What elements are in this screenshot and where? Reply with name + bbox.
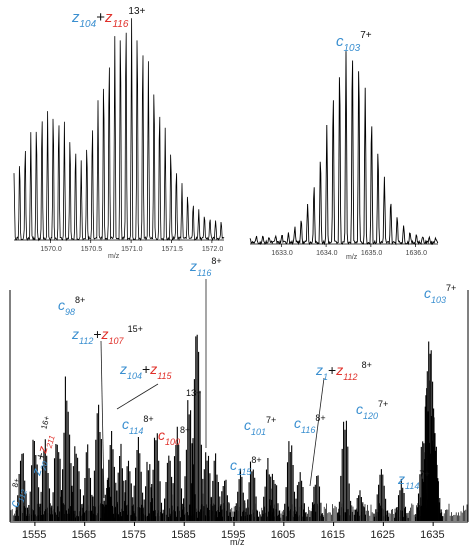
x-tick-label: 1565 xyxy=(72,529,96,541)
x-tick-label: 1555 xyxy=(22,529,46,541)
main-x-axis-label: m/z xyxy=(230,537,245,547)
label-z112-z107: z112+z10715+ xyxy=(71,324,143,346)
inset-tick-label: 1633.0 xyxy=(271,250,293,257)
x-tick-label: 1595 xyxy=(221,529,245,541)
label-c101: c1017+ xyxy=(244,415,276,437)
spectrum-peak xyxy=(37,439,53,521)
label-c100: c1008+ xyxy=(158,425,190,447)
label-c98: c988+ xyxy=(58,295,85,317)
spectrum-peak xyxy=(188,334,207,521)
label-z1-z112: z1+z1128+ xyxy=(315,360,372,382)
inset-tick-label: 1635.0 xyxy=(361,250,383,257)
leader-z112 xyxy=(100,340,105,499)
spectrum-peak xyxy=(292,472,308,521)
inset-tick-label: 1571.0 xyxy=(121,246,143,253)
label-z114: z1147+ xyxy=(397,469,430,491)
inset-right-xlabel: m/z xyxy=(346,254,358,261)
label-c116: c1168+ xyxy=(294,413,326,435)
inset-tick-label: 1636.0 xyxy=(406,250,428,257)
spectrum-peak xyxy=(282,441,298,521)
inset-right-trace xyxy=(249,51,439,246)
inset-tick-label: 1571.5 xyxy=(162,246,184,253)
main-x-ticks: 1555 1565 1575 1585 1595 1605 1615 1625 1635 xyxy=(22,522,445,541)
inset-tick-label: 1570.5 xyxy=(81,246,103,253)
inset-right: 1633.0 1634.0 1635.0 1636.0 m/z xyxy=(249,51,439,261)
spectrum-peak xyxy=(217,479,233,521)
label-z104-z115-charge: 13+ xyxy=(186,388,201,398)
label-c114: c1148+ xyxy=(122,414,154,436)
spectrum-peak xyxy=(309,475,325,521)
spectrum-peak xyxy=(337,420,353,521)
inset-right-ticks: 1633.0 1634.0 1635.0 1636.0 xyxy=(271,244,427,257)
inset-trace-line xyxy=(249,51,439,246)
label-inset-left: z104+z11613+ xyxy=(71,6,146,30)
spectrum-peak xyxy=(426,408,442,521)
inset-tick-label: 1634.0 xyxy=(316,250,338,257)
x-tick-label: 1585 xyxy=(171,529,195,541)
inset-tick-label: 1570.0 xyxy=(40,246,62,253)
label-z116: z1168+ xyxy=(189,256,222,278)
inset-tick-label: 1572.0 xyxy=(202,246,224,253)
x-tick-label: 1625 xyxy=(370,529,394,541)
x-tick-label: 1605 xyxy=(271,529,295,541)
spectrum-peak xyxy=(353,490,367,521)
spectrum-peak xyxy=(244,461,260,521)
label-c103: c1037+ xyxy=(424,283,456,305)
spectrum-peak xyxy=(180,400,199,521)
label-c115: c1158+ xyxy=(230,455,262,477)
spectrum-peak xyxy=(161,455,177,521)
spectrum-peak xyxy=(199,452,215,521)
spectrum-peak xyxy=(266,473,282,521)
label-z104-z115: z104+z115 xyxy=(119,361,173,381)
x-tick-label: 1615 xyxy=(321,529,345,541)
leader-z104 xyxy=(116,383,159,410)
spectrum-peak xyxy=(91,404,108,521)
label-c112: c1128+ xyxy=(5,477,31,510)
spectrum-peak xyxy=(169,426,185,521)
spectrum-peak xyxy=(148,433,164,521)
inset-left-trace xyxy=(13,18,225,242)
leader-z1 xyxy=(309,377,325,487)
inset-trace-line xyxy=(13,18,225,242)
spectrum-peak xyxy=(208,453,224,521)
inset-left-ticks: 1570.0 1570.5 1571.0 1571.5 1572.0 xyxy=(40,240,223,253)
main-spectrum-trace xyxy=(10,334,468,521)
inset-left-xlabel: m/z xyxy=(108,253,120,260)
leader-lines xyxy=(100,279,325,499)
main-axes xyxy=(9,290,469,523)
label-z20-z211: z20+z21116+ xyxy=(27,415,61,479)
inset-left: 1570.0 1570.5 1571.0 1571.5 1572.0 m/z xyxy=(13,18,225,260)
spectrum-peak xyxy=(428,450,444,521)
spectrum-peak xyxy=(57,376,76,521)
label-inset-right: c1037+ xyxy=(336,30,372,54)
label-c120: c1207+ xyxy=(356,399,388,421)
spectrum-peak xyxy=(373,469,389,521)
spectrum-peak xyxy=(393,478,409,521)
x-tick-label: 1635 xyxy=(420,529,444,541)
x-tick-label: 1575 xyxy=(121,529,145,541)
